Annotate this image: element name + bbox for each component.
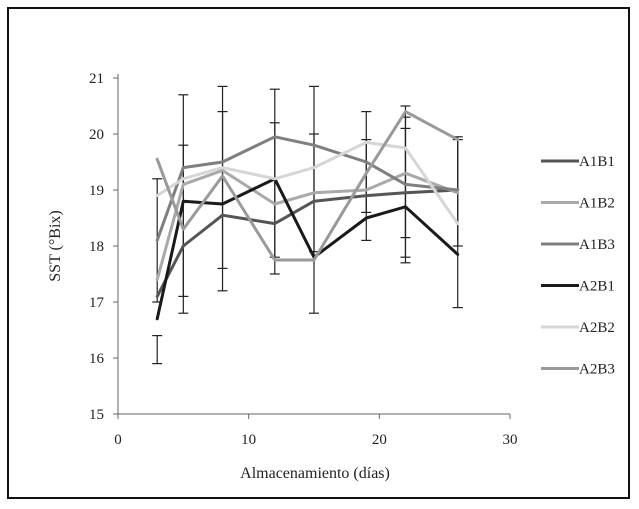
- y-axis-label: SST (°Bix): [47, 210, 64, 281]
- y-tick-label: 19: [89, 183, 104, 199]
- axes: 15 16 17 18 19 20 21 0 10 20 30: [89, 71, 518, 448]
- y-tick-label: 15: [89, 407, 104, 423]
- legend-label-a2b1: A2B1: [579, 279, 615, 295]
- y-tick-label: 21: [89, 71, 104, 87]
- x-tick-label: 30: [503, 432, 518, 448]
- series-line-a1b2: [155, 168, 460, 282]
- series-line-a2b3: [155, 110, 460, 262]
- legend-label-a1b3: A1B3: [579, 237, 615, 253]
- error-bars: [152, 85, 463, 365]
- y-tick-label: 20: [89, 127, 104, 143]
- series-line-a1b3: [155, 135, 460, 242]
- x-tick-label: 0: [114, 432, 122, 448]
- series-line-a1b1: [155, 188, 460, 298]
- y-tick-label: 16: [89, 351, 105, 367]
- series-line-a2b2: [155, 140, 460, 226]
- series-line-a2b1: [155, 177, 460, 321]
- y-tick-label: 17: [89, 295, 105, 311]
- legend-label-a2b2: A2B2: [579, 320, 615, 336]
- x-tick-label: 20: [372, 432, 387, 448]
- x-axis-label: Almacenamiento (días): [240, 465, 390, 482]
- legend: A1B1 A1B2 A1B3 A2B1 A2B2 A2B3: [541, 154, 615, 378]
- legend-label-a1b1: A1B1: [579, 154, 615, 170]
- y-tick-label: 18: [89, 239, 104, 255]
- x-tick-label: 10: [241, 432, 256, 448]
- legend-label-a1b2: A1B2: [579, 196, 615, 212]
- legend-label-a2b3: A2B3: [579, 362, 615, 378]
- series-lines: [155, 110, 460, 321]
